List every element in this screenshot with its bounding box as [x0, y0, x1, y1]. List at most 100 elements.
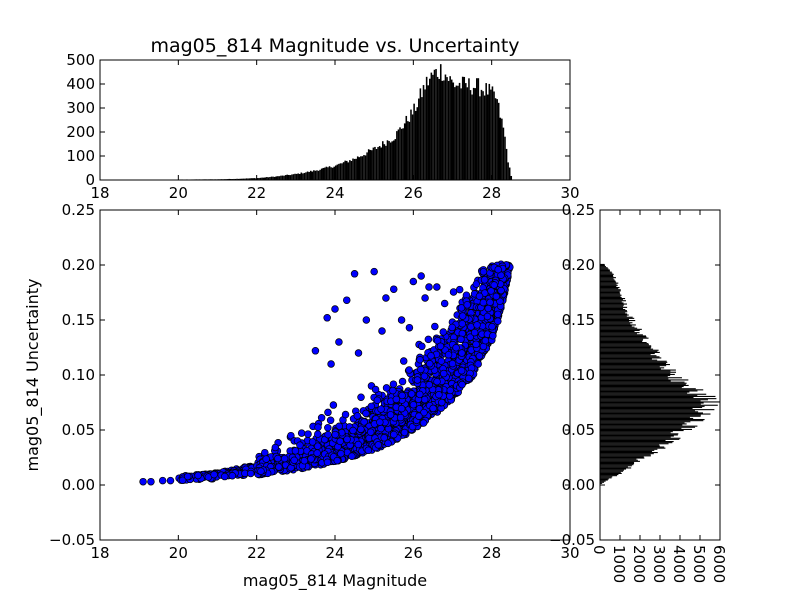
y-tick-label: 0.05 — [62, 421, 95, 439]
right-histogram-bar — [600, 353, 655, 355]
y-tick-label: 0.05 — [562, 421, 595, 439]
top-histogram-bar — [228, 178, 231, 180]
y-tick-label: 0.00 — [62, 476, 95, 494]
top-histogram-bar — [422, 85, 425, 180]
top-histogram-bar — [358, 157, 361, 180]
scatter-point — [362, 409, 370, 418]
x-tick-label: 3000 — [650, 545, 668, 583]
scatter-point — [364, 446, 373, 455]
right-histogram-ticks: 0 1000 2000 3000 4000 5000 6000 −0.05 0.00 0.05 0.… — [549, 201, 728, 583]
top-histogram-bar — [461, 76, 464, 180]
top-histogram-bar — [430, 72, 433, 180]
top-histogram-bar — [466, 87, 469, 180]
scatter-point — [350, 270, 359, 278]
x-tick-label: 4000 — [670, 545, 688, 583]
scatter-point — [425, 283, 433, 291]
right-histogram-bar — [600, 460, 640, 462]
y-tick-label: 0.00 — [562, 476, 595, 494]
scatter-point — [399, 357, 408, 365]
right-histogram-bar — [600, 408, 693, 410]
scatter-point — [300, 456, 309, 465]
right-histogram-bar — [600, 373, 675, 375]
right-histogram-bar — [600, 263, 605, 265]
scatter-point — [353, 412, 362, 420]
right-histogram-bar — [600, 300, 626, 302]
top-histogram-bar — [454, 87, 456, 180]
right-histogram-bar — [600, 346, 652, 348]
scatter-point — [257, 467, 265, 475]
scatter-point — [324, 423, 332, 432]
scatter-point — [420, 408, 428, 417]
top-histogram-bar — [460, 88, 462, 180]
right-histogram-bar — [600, 359, 658, 361]
right-histogram-bar — [600, 293, 621, 295]
right-histogram-bar — [600, 326, 635, 328]
right-histogram-bar — [600, 305, 624, 307]
right-histogram-bar — [600, 357, 662, 359]
top-histogram-bar — [327, 167, 329, 180]
right-histogram-bar — [600, 334, 643, 336]
right-histogram-bar — [600, 273, 614, 275]
scatter-point — [420, 395, 429, 404]
top-histogram-bar — [241, 178, 243, 180]
scatter-point — [483, 312, 492, 321]
right-histogram-bar — [600, 266, 606, 268]
scatter-point — [390, 430, 398, 439]
right-histogram-bar — [600, 463, 635, 465]
top-histogram-bar — [465, 83, 467, 180]
top-histogram-bar — [361, 156, 364, 180]
right-histogram-bar — [600, 281, 617, 283]
right-histogram-bar — [600, 390, 698, 392]
right-histogram-bar — [600, 469, 624, 471]
x-tick-label: 26 — [404, 544, 423, 562]
scatter-point — [331, 430, 339, 439]
top-histogram-bar — [355, 158, 357, 180]
scatter-point — [497, 286, 505, 295]
y-tick-label: −0.05 — [49, 531, 95, 549]
top-histogram-bar — [367, 149, 370, 180]
top-histogram-bar — [283, 175, 285, 180]
scatter-point — [457, 304, 466, 312]
top-histogram-bar — [303, 172, 306, 180]
top-histogram-bar — [292, 174, 295, 180]
top-histogram-bar — [483, 95, 486, 180]
right-histogram-bar — [600, 327, 638, 329]
right-histogram-bar — [600, 285, 617, 287]
scatter-point — [329, 401, 338, 409]
right-histogram-bar — [600, 449, 655, 451]
scatter-point — [424, 335, 433, 344]
scatter-point — [438, 398, 446, 407]
top-histogram-bar — [493, 91, 495, 180]
top-histogram-bar — [306, 171, 309, 180]
scatter-point — [274, 454, 282, 463]
scatter-point — [479, 298, 488, 307]
right-histogram-bar — [600, 289, 621, 291]
scatter-point — [419, 419, 428, 427]
y-tick-label: 0.20 — [562, 256, 595, 274]
top-histogram-bar — [294, 173, 296, 180]
scatter-point — [448, 359, 457, 368]
top-histogram-bar — [325, 166, 328, 180]
right-histogram-bar — [600, 450, 653, 452]
right-histogram-bar — [600, 314, 629, 316]
top-histogram-bar — [450, 79, 453, 180]
scatter-point — [377, 424, 385, 433]
x-tick-label: 20 — [169, 184, 188, 202]
scatter-point — [397, 404, 406, 413]
right-histogram-bar — [600, 287, 620, 289]
right-histogram-bar — [600, 446, 665, 448]
scatter-point — [489, 332, 497, 340]
x-tick-label: 24 — [325, 184, 344, 202]
x-tick-label: 26 — [404, 184, 423, 202]
top-histogram-bar — [256, 178, 259, 180]
right-histogram-bar — [600, 391, 690, 393]
top-histogram-bar — [289, 175, 292, 180]
right-histogram-bar — [600, 459, 638, 461]
scatter-point — [457, 366, 466, 375]
right-histogram-bar — [600, 436, 671, 438]
scatter-point — [314, 430, 322, 438]
scatter-point — [425, 360, 434, 368]
right-histogram-bar — [600, 481, 605, 483]
right-histogram-bar — [600, 388, 696, 390]
